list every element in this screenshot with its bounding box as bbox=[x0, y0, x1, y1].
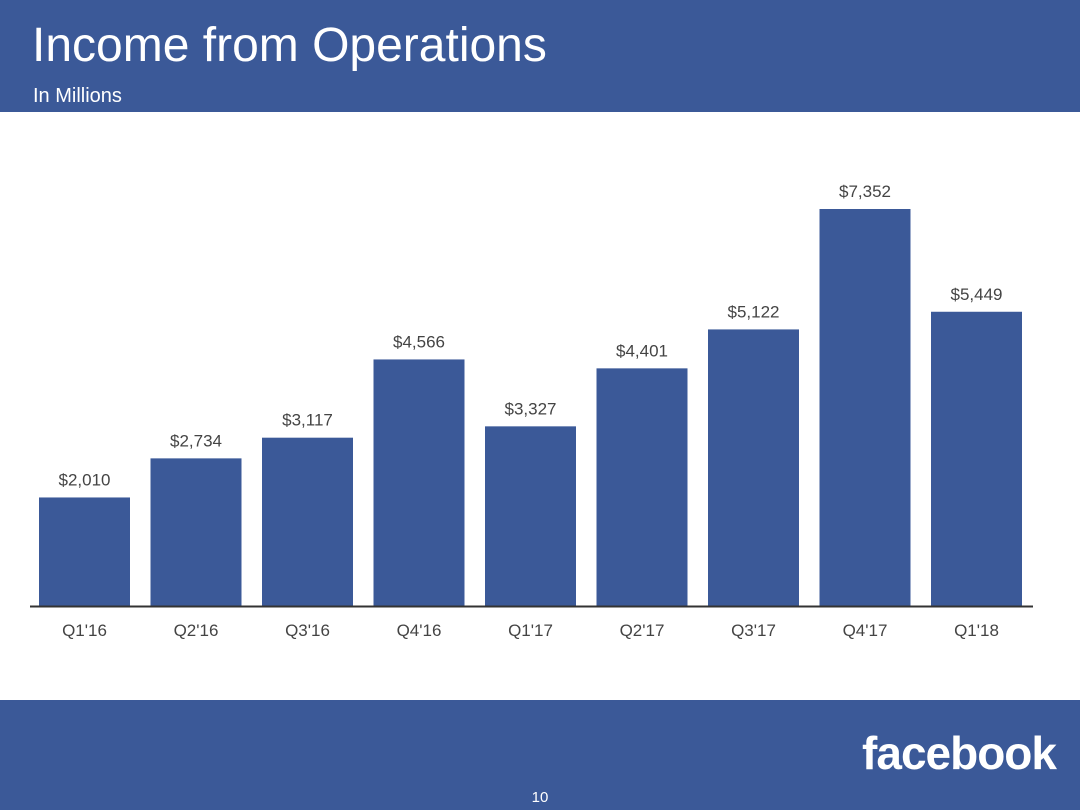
bar bbox=[485, 426, 576, 606]
bar bbox=[931, 311, 1022, 606]
data-label: $3,327 bbox=[505, 399, 557, 418]
footer-bar: facebook 10 bbox=[0, 700, 1080, 810]
data-label: $7,352 bbox=[839, 182, 891, 201]
x-tick-label: Q3'17 bbox=[731, 621, 776, 640]
data-label: $2,734 bbox=[170, 431, 222, 450]
data-label: $4,401 bbox=[616, 341, 668, 360]
x-tick-label: Q1'16 bbox=[62, 621, 107, 640]
slide-title: Income from Operations bbox=[32, 19, 547, 72]
page-number: 10 bbox=[531, 789, 549, 806]
x-tick-label: Q4'17 bbox=[843, 621, 888, 640]
x-tick-label: Q2'16 bbox=[174, 621, 219, 640]
bar bbox=[39, 497, 130, 606]
x-tick-label: Q4'16 bbox=[397, 621, 442, 640]
data-label: $4,566 bbox=[393, 332, 445, 351]
slide-subtitle: In Millions bbox=[33, 85, 122, 107]
bar bbox=[596, 368, 688, 606]
data-label: $3,117 bbox=[282, 411, 333, 430]
x-tick-label: Q2'17 bbox=[620, 621, 665, 640]
data-label: $2,010 bbox=[59, 470, 111, 489]
bar bbox=[819, 209, 911, 606]
bar bbox=[708, 329, 799, 606]
bar bbox=[262, 437, 353, 606]
bar bbox=[373, 359, 465, 606]
bar bbox=[150, 458, 242, 606]
facebook-logo: facebook bbox=[862, 727, 1057, 779]
chart-area: $2,010 Q1'16 $2,734 Q2'16 $3,117 Q3'16 $4,566 Q… bbox=[0, 112, 1080, 700]
x-tick-label: Q1'18 bbox=[954, 621, 999, 640]
data-label: $5,449 bbox=[951, 285, 1003, 304]
data-label: $5,122 bbox=[728, 302, 780, 321]
x-tick-label: Q3'16 bbox=[285, 621, 330, 640]
header-bar: Income from Operations In Millions bbox=[0, 0, 1080, 112]
x-tick-label: Q1'17 bbox=[508, 621, 553, 640]
bar-chart: $2,010 Q1'16 $2,734 Q2'16 $3,117 Q3'16 $4,566 Q… bbox=[30, 182, 1033, 640]
